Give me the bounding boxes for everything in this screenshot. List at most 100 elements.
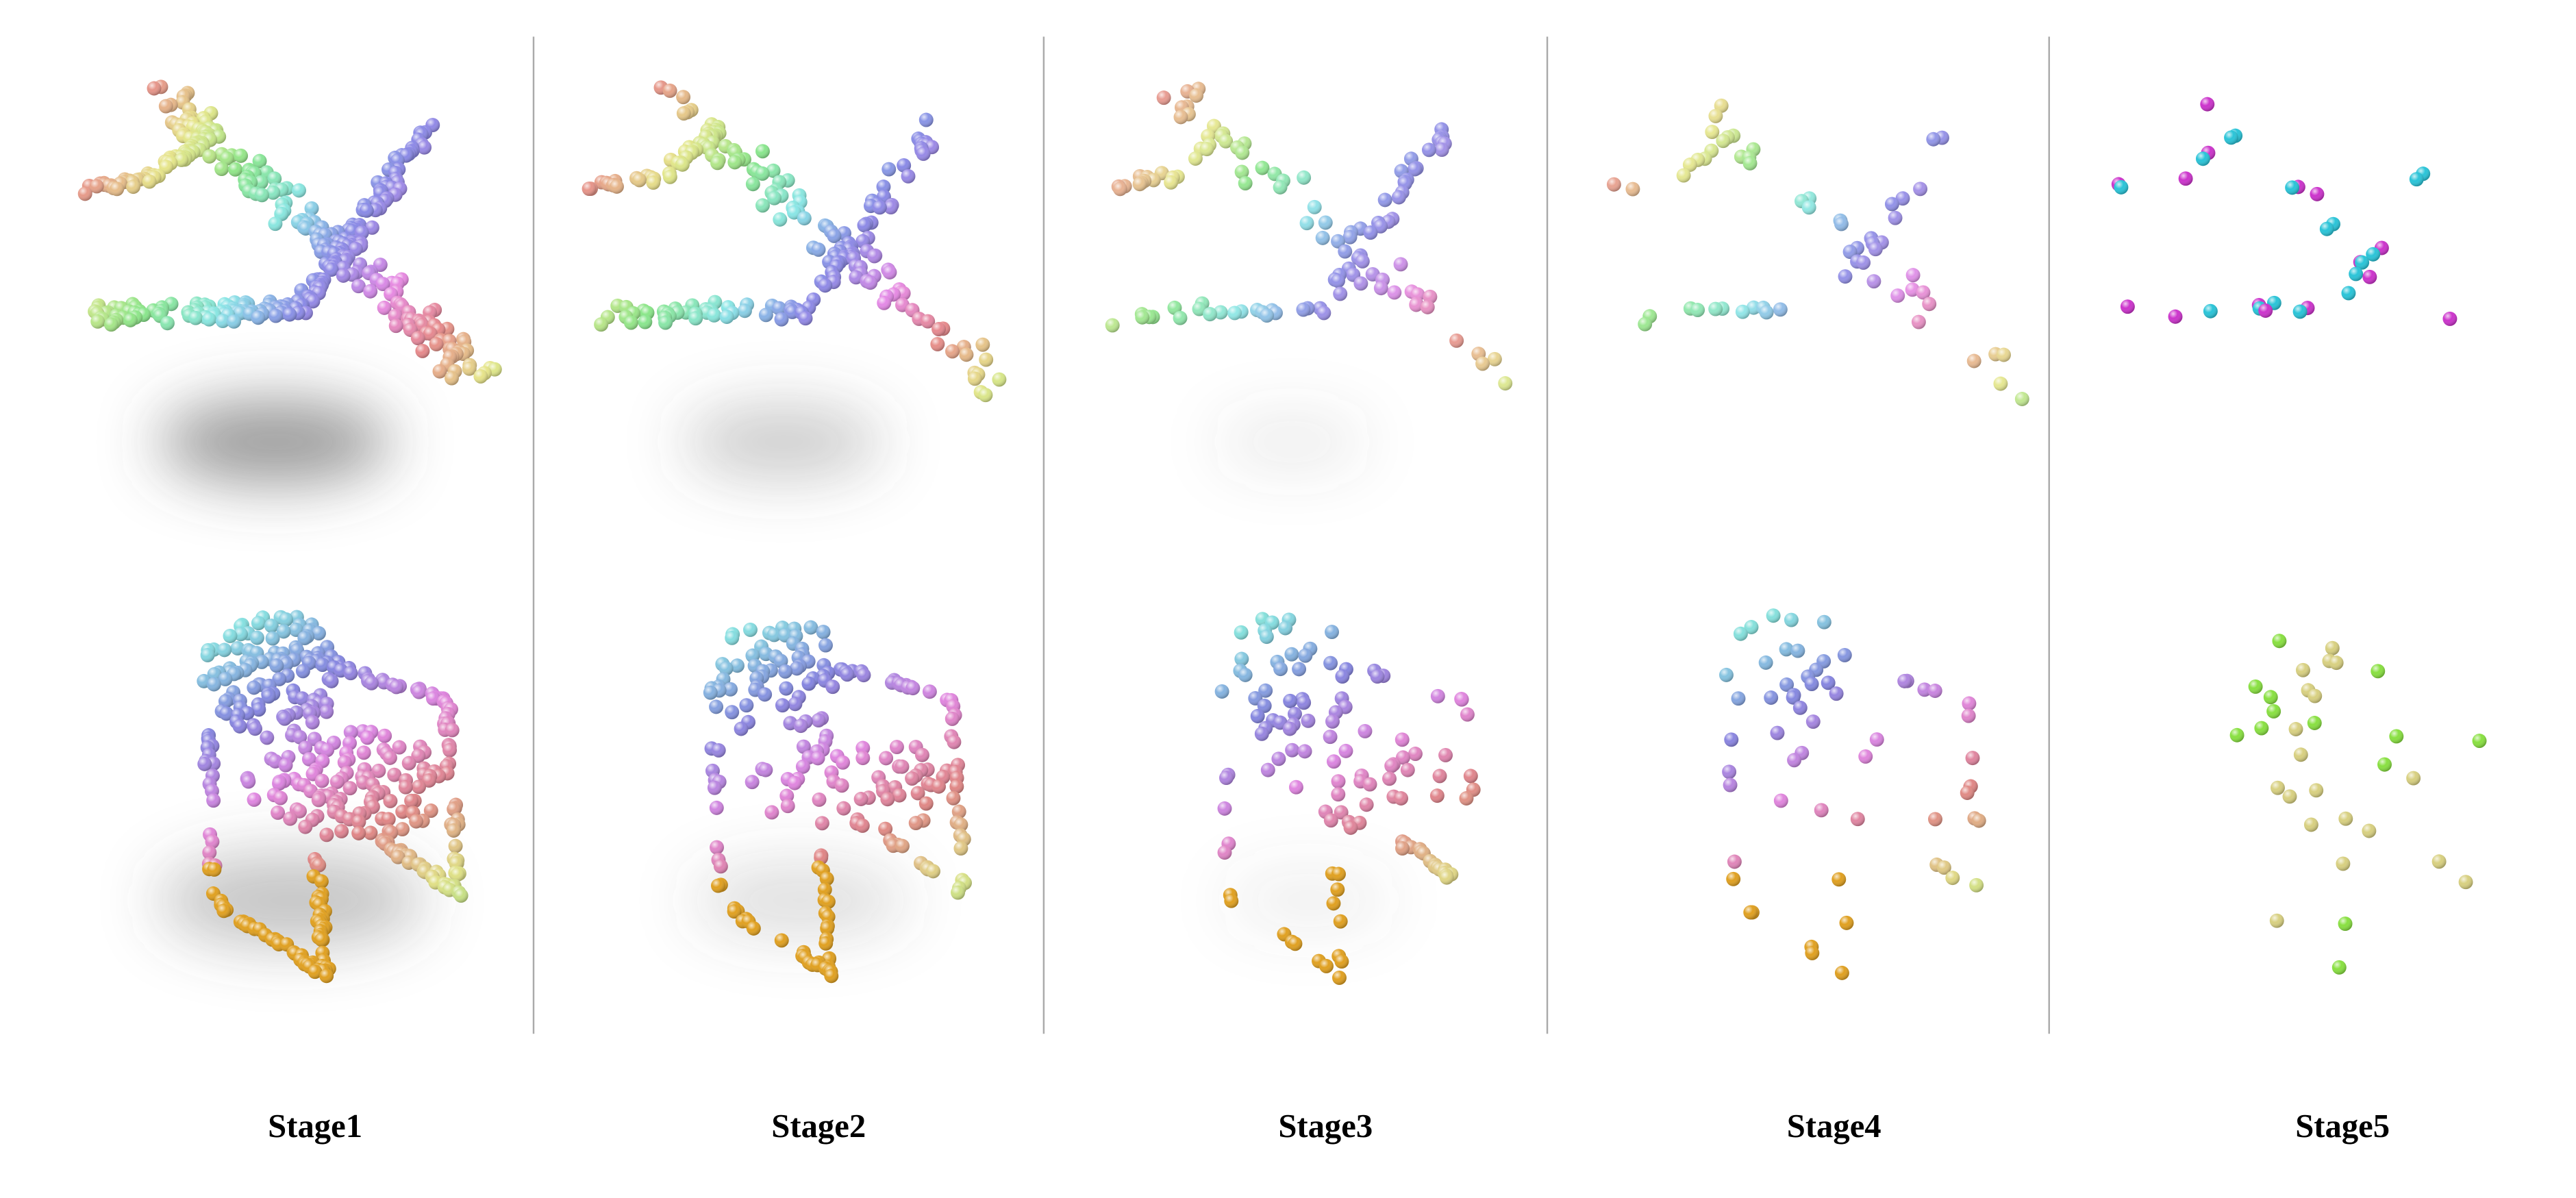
point <box>812 792 827 807</box>
point-shade <box>1724 732 1739 747</box>
point <box>818 936 834 951</box>
point <box>268 216 283 232</box>
point <box>232 719 247 734</box>
point-shade <box>1132 177 1147 192</box>
point-shade <box>1301 713 1316 728</box>
point-shade <box>897 158 912 173</box>
point-shade <box>371 763 386 778</box>
point <box>867 249 882 264</box>
point <box>89 179 104 194</box>
point-shade <box>265 631 280 646</box>
point-shade <box>126 179 141 195</box>
point-shade <box>448 838 463 853</box>
point-shade <box>429 336 444 351</box>
point <box>1382 771 1397 786</box>
point-shade <box>1363 225 1378 240</box>
point <box>1439 870 1454 885</box>
point <box>2178 171 2193 186</box>
point <box>1323 656 1338 671</box>
point <box>788 697 803 712</box>
point-shade <box>1203 307 1218 322</box>
point-shade <box>223 628 238 643</box>
point <box>711 742 726 758</box>
point-shade <box>855 818 870 833</box>
point <box>1869 732 1884 747</box>
point-shade <box>1331 787 1346 802</box>
point-shade <box>320 742 335 758</box>
point <box>1993 376 2008 391</box>
point-shade <box>1331 774 1346 789</box>
point-shade <box>423 326 438 341</box>
point-shade <box>855 751 871 766</box>
point-shade <box>283 811 298 826</box>
point-shade <box>2349 266 2364 282</box>
point <box>1742 155 1758 171</box>
point-shade <box>914 747 929 762</box>
point <box>1429 788 1445 803</box>
point <box>876 179 891 195</box>
point <box>206 677 221 692</box>
point <box>908 816 923 831</box>
point <box>857 218 872 233</box>
point-shade <box>1296 302 1311 317</box>
point-shade <box>1259 629 1274 645</box>
point <box>1926 132 1941 147</box>
point-shade <box>1926 132 1941 147</box>
point <box>836 755 851 770</box>
point-shade <box>658 315 673 330</box>
point <box>739 698 754 713</box>
point-shade <box>311 793 326 808</box>
point <box>234 627 249 642</box>
point-shade <box>1325 714 1340 729</box>
point <box>445 723 460 738</box>
point-shade <box>992 372 1007 387</box>
shadow <box>158 400 392 484</box>
point-shade <box>1758 655 1773 670</box>
point <box>755 166 770 181</box>
point-shade <box>1355 253 1370 269</box>
point <box>1705 125 1720 140</box>
point-shade <box>1638 316 1653 332</box>
point <box>931 322 946 336</box>
point-shade <box>1400 762 1415 777</box>
point-shade <box>707 780 722 795</box>
point-shade <box>1814 803 1829 818</box>
point <box>849 270 864 285</box>
point-shade <box>1718 667 1734 682</box>
point <box>978 388 993 403</box>
point-shade <box>1487 351 1502 366</box>
point <box>810 751 825 766</box>
point-shade <box>395 804 410 819</box>
point <box>223 628 238 643</box>
point-shade <box>377 300 392 315</box>
point <box>273 790 288 806</box>
point-shade <box>277 711 292 726</box>
point <box>1332 970 1347 985</box>
point <box>818 638 833 653</box>
point <box>265 631 280 646</box>
point-shade <box>876 179 891 195</box>
point <box>840 667 855 682</box>
point <box>1838 269 1853 284</box>
point-shade <box>810 751 825 766</box>
point-shade <box>1189 88 1204 103</box>
point <box>1318 215 1333 230</box>
point-shade <box>1173 310 1188 325</box>
point-shade <box>1890 288 1905 303</box>
point <box>314 932 329 947</box>
point-shade <box>755 144 770 159</box>
point <box>638 314 653 329</box>
point-shade <box>725 630 740 645</box>
point-shade <box>1716 134 1731 149</box>
point <box>446 823 461 838</box>
point-shade <box>967 371 982 386</box>
point <box>442 742 458 758</box>
point-shade <box>343 666 358 681</box>
point <box>188 310 203 325</box>
point <box>215 314 230 329</box>
point <box>905 771 920 786</box>
point <box>1343 820 1358 835</box>
point <box>1726 871 1741 886</box>
point <box>2349 266 2364 282</box>
